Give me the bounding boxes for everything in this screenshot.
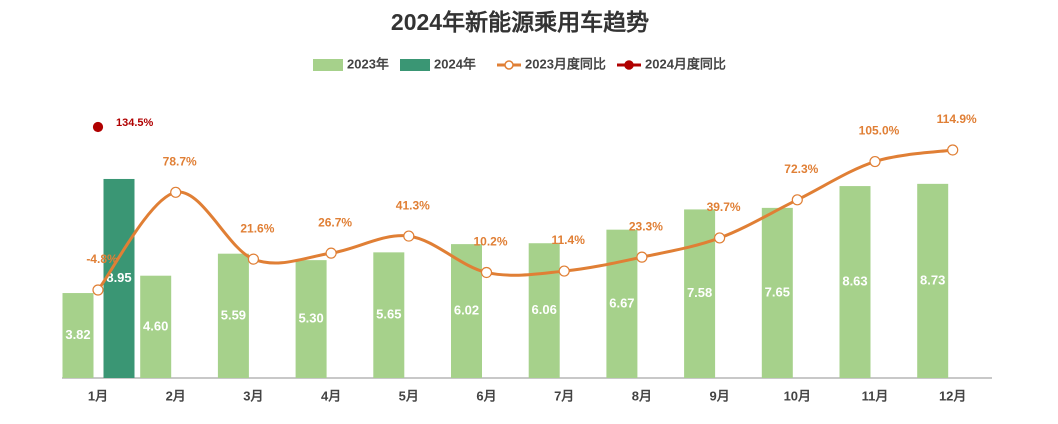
data-label: 72.3% — [784, 162, 818, 176]
line-point — [636, 251, 648, 263]
data-label: 5.59 — [221, 307, 246, 322]
bar — [528, 243, 560, 378]
legend-label: 2024年 — [434, 56, 476, 71]
line-point — [325, 247, 337, 259]
data-label: 8.95 — [106, 270, 131, 285]
data-label: 7.58 — [687, 285, 712, 300]
x-tick-label: 10月 — [784, 388, 811, 403]
x-tick-label: 3月 — [243, 388, 263, 403]
bar — [839, 186, 871, 378]
bar — [917, 183, 949, 378]
bar — [761, 207, 793, 378]
data-label: 8.63 — [842, 273, 867, 288]
data-label: 8.73 — [920, 272, 945, 287]
legend-swatch — [400, 59, 430, 71]
data-label: 6.06 — [532, 302, 557, 317]
x-tick-label: 5月 — [399, 388, 419, 403]
legend-label: 2024月度同比 — [645, 56, 726, 71]
data-label: 134.5% — [116, 117, 154, 129]
line-point — [791, 194, 803, 206]
x-tick-label: 1月 — [88, 388, 108, 403]
bar — [451, 244, 482, 378]
line-point — [247, 253, 259, 265]
data-label: 5.65 — [376, 307, 401, 322]
data-label: 39.7% — [707, 200, 741, 214]
data-label: 7.65 — [765, 284, 790, 299]
line-point — [170, 186, 182, 198]
line-point — [403, 230, 415, 242]
x-tick-label: 11月 — [862, 388, 889, 403]
bar — [373, 252, 405, 378]
line-point — [558, 265, 570, 277]
x-tick-label: 9月 — [709, 388, 729, 403]
legend-label: 2023月度同比 — [525, 56, 606, 71]
bar — [140, 275, 172, 378]
chart-title: 2024年新能源乘用车趋势 — [391, 9, 649, 35]
line-point — [480, 266, 493, 279]
x-tick-label: 4月 — [321, 388, 341, 403]
legend-label: 2023年 — [347, 56, 389, 71]
bar — [684, 209, 716, 378]
bar — [103, 178, 135, 378]
line-point — [869, 155, 881, 168]
data-label: 6.67 — [609, 295, 634, 310]
data-label: 4.60 — [143, 318, 168, 333]
data-label: 23.3% — [629, 219, 663, 233]
bar — [295, 260, 327, 378]
data-label: 41.3% — [396, 198, 430, 212]
bar — [606, 229, 638, 378]
line-point — [713, 232, 726, 244]
data-label: 26.7% — [318, 215, 352, 229]
line-point — [947, 144, 959, 156]
data-label: 11.4% — [552, 233, 586, 247]
legend-swatch — [624, 60, 634, 70]
legend-swatch — [313, 59, 343, 71]
data-label: 114.9% — [937, 112, 977, 126]
line-point — [92, 121, 104, 133]
x-tick-label: 12月 — [939, 388, 966, 403]
bar — [217, 253, 249, 378]
x-tick-label: 6月 — [476, 388, 496, 403]
x-tick-label: 8月 — [632, 388, 652, 403]
data-label: 3.82 — [65, 327, 90, 342]
bar — [62, 293, 94, 378]
data-label: 6.02 — [454, 302, 479, 317]
x-tick-label: 7月 — [554, 388, 574, 403]
line-point — [92, 284, 104, 296]
legend-swatch — [504, 60, 514, 70]
data-label: 78.7% — [163, 154, 197, 168]
data-label: -4.8% — [86, 252, 118, 266]
data-label: 21.6% — [240, 221, 274, 235]
data-label: 105.0% — [859, 124, 900, 138]
x-tick-label: 2月 — [166, 388, 186, 403]
data-label: 10.2% — [473, 235, 507, 249]
data-label: 5.30 — [298, 311, 323, 326]
